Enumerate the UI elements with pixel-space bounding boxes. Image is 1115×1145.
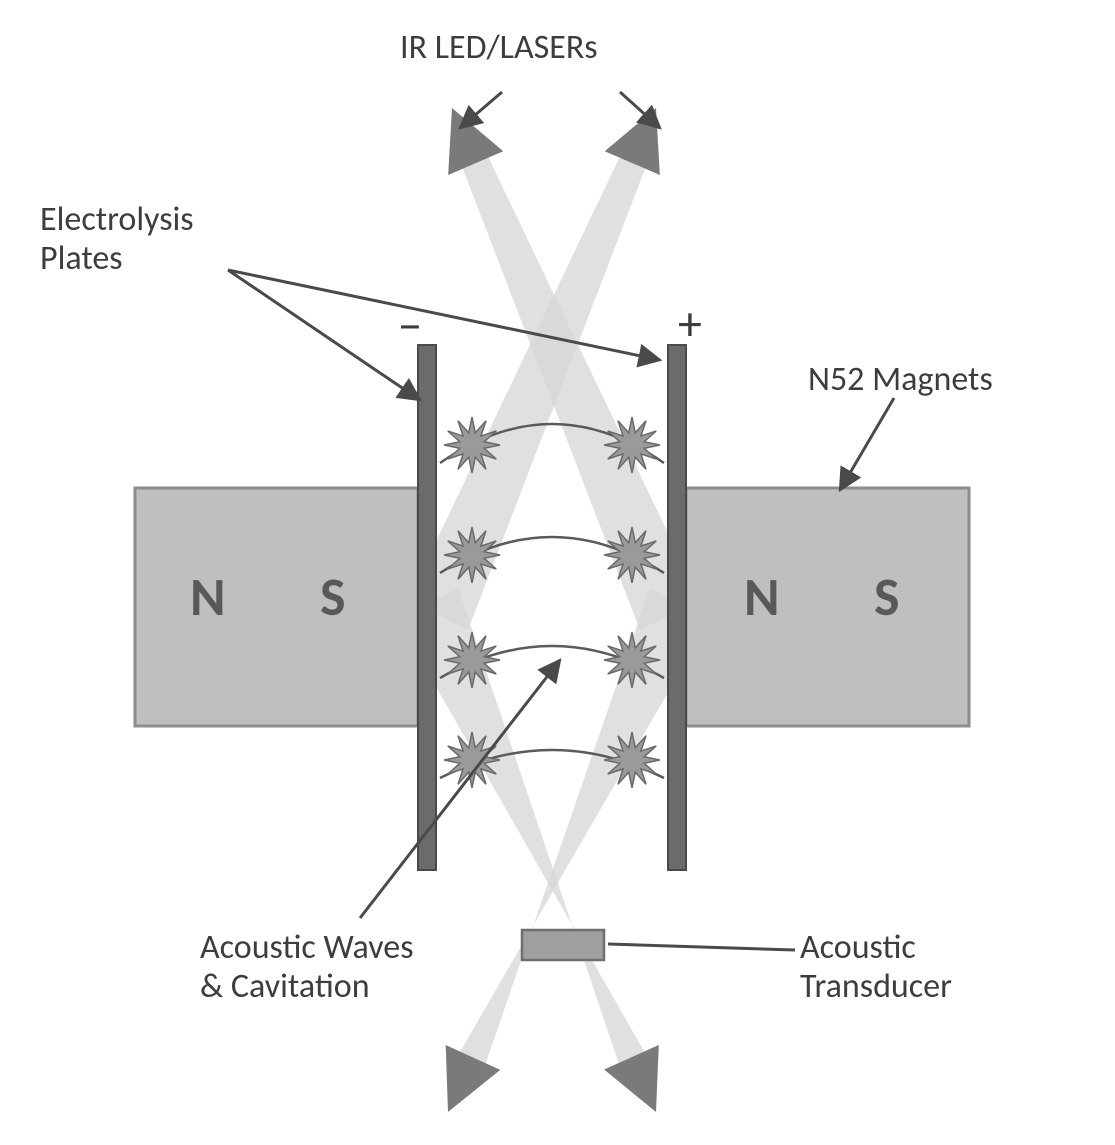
light-beam: [463, 158, 700, 630]
callout-transducer: [608, 944, 795, 950]
magnet: [686, 488, 969, 726]
magnet-pole-label: S: [874, 564, 900, 630]
plus-sign: +: [678, 296, 702, 351]
callout-n52: [840, 398, 894, 490]
electrolysis-label: Electrolysis Plates: [40, 200, 194, 278]
transducer-label: Acoustic Transducer: [800, 928, 952, 1006]
acoustic-transducer: [522, 930, 604, 960]
ir-label: IR LED/LASERs: [400, 28, 598, 67]
magnet-pole-label: S: [320, 564, 346, 630]
minus-sign: −: [398, 298, 422, 353]
electrolysis-plate: [418, 345, 436, 870]
light-beam: [408, 158, 645, 630]
electrolysis-plate: [668, 345, 686, 870]
magnet-pole-label: N: [190, 564, 226, 630]
callout-ir-left: [460, 92, 502, 128]
magnet-pole-label: N: [744, 564, 780, 630]
magnet: [135, 488, 418, 726]
n52-label: N52 Magnets: [808, 360, 993, 399]
acoustic-waves-label: Acoustic Waves & Cavitation: [200, 928, 414, 1006]
